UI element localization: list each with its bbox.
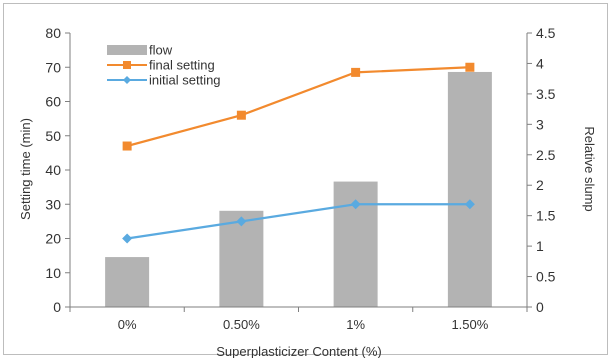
y-axis-title: Setting time (min) bbox=[18, 118, 33, 220]
legend-swatch-flow bbox=[107, 45, 147, 55]
point-final-setting bbox=[465, 62, 475, 72]
legend-marker-initial-setting bbox=[123, 76, 131, 84]
y2-tick-label: 4.5 bbox=[536, 25, 556, 41]
bar-flow bbox=[447, 71, 492, 307]
point-final-setting bbox=[236, 110, 246, 120]
y2-tick-label: 0.5 bbox=[536, 269, 556, 285]
axes-layer: 0 10 20 30 40 50 60 70 80 0 0.5 1 1.5 2 2.5 3 3.5 4 4.5 0% 0… bbox=[45, 25, 555, 332]
x-tick-label: 0.50% bbox=[223, 317, 260, 332]
legend-label-final-setting: final setting bbox=[149, 58, 215, 73]
y2-tick-label: 1.5 bbox=[536, 208, 556, 224]
point-initial-setting bbox=[350, 199, 361, 210]
y-tick-label: 20 bbox=[45, 231, 61, 247]
y-tick-label: 60 bbox=[45, 94, 61, 110]
y-tick-label: 40 bbox=[45, 162, 61, 178]
legend-marker-final-setting bbox=[123, 61, 131, 69]
x-tick-label: 0% bbox=[118, 317, 137, 332]
bar-flow bbox=[219, 210, 264, 307]
y2-tick-label: 2 bbox=[536, 177, 544, 193]
y2-axis-title: Relative slump bbox=[582, 126, 597, 211]
point-initial-setting bbox=[122, 233, 133, 244]
y-tick-label: 50 bbox=[45, 128, 61, 144]
y2-tick-label: 1 bbox=[536, 238, 544, 254]
line-final-setting bbox=[126, 66, 470, 148]
y-tick-label: 10 bbox=[45, 265, 61, 281]
y-tick-label: 30 bbox=[45, 196, 61, 212]
bar-flow bbox=[105, 257, 150, 307]
chart-border bbox=[3, 3, 608, 355]
y-tick-label: 0 bbox=[53, 299, 61, 315]
point-final-setting bbox=[351, 67, 361, 77]
y2-tick-label: 4 bbox=[536, 55, 544, 71]
y2-tick-label: 2.5 bbox=[536, 147, 556, 163]
point-initial-setting bbox=[236, 216, 247, 227]
y-tick-label: 80 bbox=[45, 25, 61, 41]
point-final-setting bbox=[122, 141, 132, 151]
y2-tick-label: 0 bbox=[536, 299, 544, 315]
line-initial-setting bbox=[126, 203, 470, 240]
y2-tick-label: 3.5 bbox=[536, 86, 556, 102]
bars-layer bbox=[105, 71, 492, 307]
x-tick-label: 1.50% bbox=[451, 317, 488, 332]
y-tick-label: 70 bbox=[45, 59, 61, 75]
lines-layer bbox=[122, 62, 475, 244]
point-initial-setting bbox=[464, 199, 475, 210]
legend-label-flow: flow bbox=[149, 43, 173, 58]
x-axis-title: Superplasticizer Content (%) bbox=[216, 344, 381, 358]
x-tick-label: 1% bbox=[346, 317, 365, 332]
y2-tick-label: 3 bbox=[536, 116, 544, 132]
legend-label-initial-setting: initial setting bbox=[149, 73, 221, 88]
